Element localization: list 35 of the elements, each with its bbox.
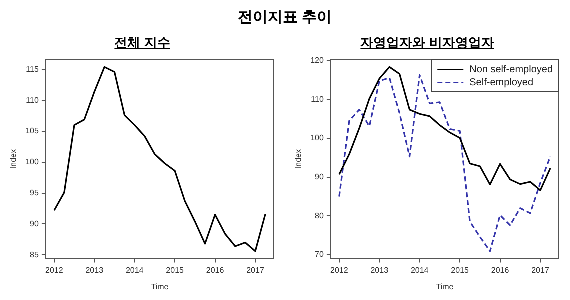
y-tick-label: 85 xyxy=(30,250,40,260)
y-tick-label: 95 xyxy=(30,188,40,198)
y-tick-label: 115 xyxy=(26,64,40,74)
legend-label: Self-employed xyxy=(470,78,534,89)
y-tick-label: 100 xyxy=(310,134,324,143)
x-axis-title: Time xyxy=(436,282,454,292)
x-tick-label: 2017 xyxy=(246,266,265,275)
x-tick-label: 2013 xyxy=(370,266,390,275)
y-tick-label: 100 xyxy=(26,158,40,167)
x-tick-label: 2013 xyxy=(86,266,104,275)
chart-subtitle: 전체 지수 xyxy=(114,34,170,52)
y-tick-label: 90 xyxy=(315,172,324,182)
x-tick-label: 2014 xyxy=(126,266,144,275)
x-tick-label: 2017 xyxy=(532,266,550,275)
y-axis-title: Index xyxy=(9,150,18,170)
y-tick-label: 120 xyxy=(310,56,324,66)
x-tick-label: 2012 xyxy=(330,266,349,275)
x-tick-label: 2015 xyxy=(166,266,185,275)
y-axis-title: Index xyxy=(294,150,304,170)
line-series xyxy=(338,74,552,252)
x-tick-label: 2015 xyxy=(451,266,470,275)
y-tick-label: 105 xyxy=(26,126,40,136)
chart-title: 전이지표 추이 xyxy=(238,8,332,26)
x-tick-label: 2016 xyxy=(206,266,225,275)
y-tick-label: 110 xyxy=(311,94,324,104)
x-tick-label: 2014 xyxy=(410,266,430,275)
chart-subtitle: 자영업자와 비자영업자 xyxy=(360,34,494,52)
x-tick-label: 2012 xyxy=(45,266,64,275)
y-tick-label: 90 xyxy=(30,219,40,228)
y-tick-label: 70 xyxy=(315,250,324,260)
x-tick-label: 2016 xyxy=(491,266,510,275)
legend-label: Non self-employed xyxy=(470,64,553,76)
y-tick-label: 80 xyxy=(315,211,324,220)
y-tick-label: 110 xyxy=(26,96,40,105)
x-axis-title: Time xyxy=(151,282,170,292)
